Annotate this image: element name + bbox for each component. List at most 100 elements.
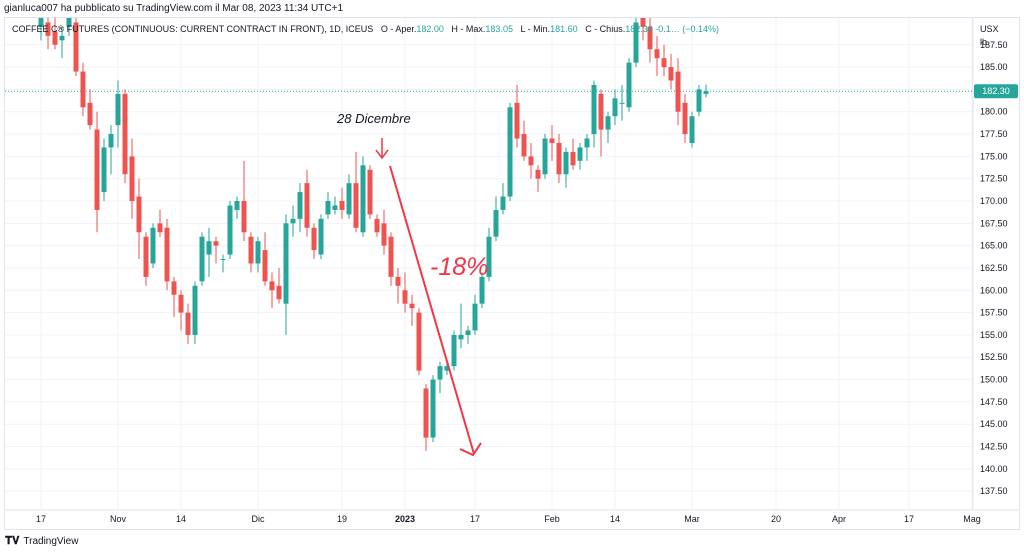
candle-body [318,218,324,255]
candle [108,125,114,175]
candle [115,80,121,148]
grid [5,18,1019,511]
candle [570,138,576,170]
candle-body [640,18,646,27]
y-tick-label: 157.50 [980,308,1008,318]
candle [500,183,506,215]
candle [381,209,387,255]
candle-body [423,388,429,438]
candle [276,267,282,304]
close-label: C - Chius. [585,24,626,34]
candle-body [388,236,394,277]
candle [262,232,268,286]
candle [647,18,653,63]
candle-body [626,62,632,108]
last-price-tag: 182.30 [974,84,1018,99]
candle-body [472,303,478,331]
candle-body [535,169,541,179]
symbol-name: COFFEE C® FUTURES (CONTINUOUS: CURRENT C… [12,24,374,34]
candle-body [38,18,44,27]
candle-body [206,241,212,255]
footer: 𝐓𝐕 TradingView [5,535,78,548]
candle-body [374,218,380,233]
candle-body [283,223,289,304]
candle [577,142,583,170]
candle-body [465,330,471,335]
candle [409,294,415,326]
candle [584,134,590,161]
candle-body [416,312,422,371]
candle-body [381,223,387,246]
candle-body [577,147,583,161]
candle-body [507,107,513,197]
candle-body [220,259,226,261]
candle-body [192,285,198,335]
y-tick-label: 187.50 [980,40,1008,50]
candle [696,84,702,117]
candle-body [605,116,611,130]
candle [38,18,44,41]
candle [556,134,562,184]
candle-body [409,303,415,309]
x-tick-label: 14 [610,514,620,524]
y-tick-label: 177.50 [980,129,1008,139]
footer-brand[interactable]: TradingView [23,536,79,547]
x-tick-label: 14 [176,514,186,524]
candle [493,196,499,242]
candle [682,93,688,143]
y-tick-label: 145.00 [980,419,1008,429]
candle [346,174,352,219]
candle-body [185,312,191,335]
candle [514,84,520,148]
candle [45,18,51,50]
date-annotation: 28 Dicembre [336,111,411,126]
candle [220,254,226,273]
candle-body [227,205,233,255]
candle [605,111,611,143]
time-axis: 17 Nov 14 Dic 19 2023 17 Feb 14 Mar 20 Apr 17 Mag [36,514,981,524]
candle-body [514,102,520,139]
candle [52,18,58,50]
candle-body [241,201,247,233]
candle-body [654,49,660,59]
candle [353,151,359,233]
high-label: H - Max. [451,24,486,34]
candle [563,147,569,188]
candles [38,18,709,451]
candle [472,294,478,335]
candle-body [339,201,345,210]
candle [297,183,303,233]
x-tick-label: 17 [470,514,480,524]
candle-body [150,227,156,264]
candle [395,267,401,304]
trend-arrow-head [459,442,482,457]
candle-body [297,192,303,219]
candle-body [395,276,401,286]
candle [423,384,429,451]
trend-arrow-shaft [389,165,475,455]
candle [479,272,485,309]
candle-body [647,26,653,50]
candle [157,209,163,237]
candle-body [346,183,352,215]
y-tick-label: 160.00 [980,285,1008,295]
candle-body [248,236,254,264]
candle-body [94,129,100,210]
candle [661,44,667,77]
candle [325,192,331,219]
candle [507,102,513,202]
x-tick-label: 20 [771,514,781,524]
candle-body [101,147,107,193]
candle [101,138,107,202]
candle-body [52,31,58,45]
candle [416,308,422,376]
candle-body [493,209,499,237]
candle [598,89,604,157]
candle-body [500,196,506,210]
candle-body [199,236,205,282]
candle-body [122,93,128,175]
candle [122,89,128,184]
candle-body [668,67,674,81]
candle-body [108,134,114,148]
